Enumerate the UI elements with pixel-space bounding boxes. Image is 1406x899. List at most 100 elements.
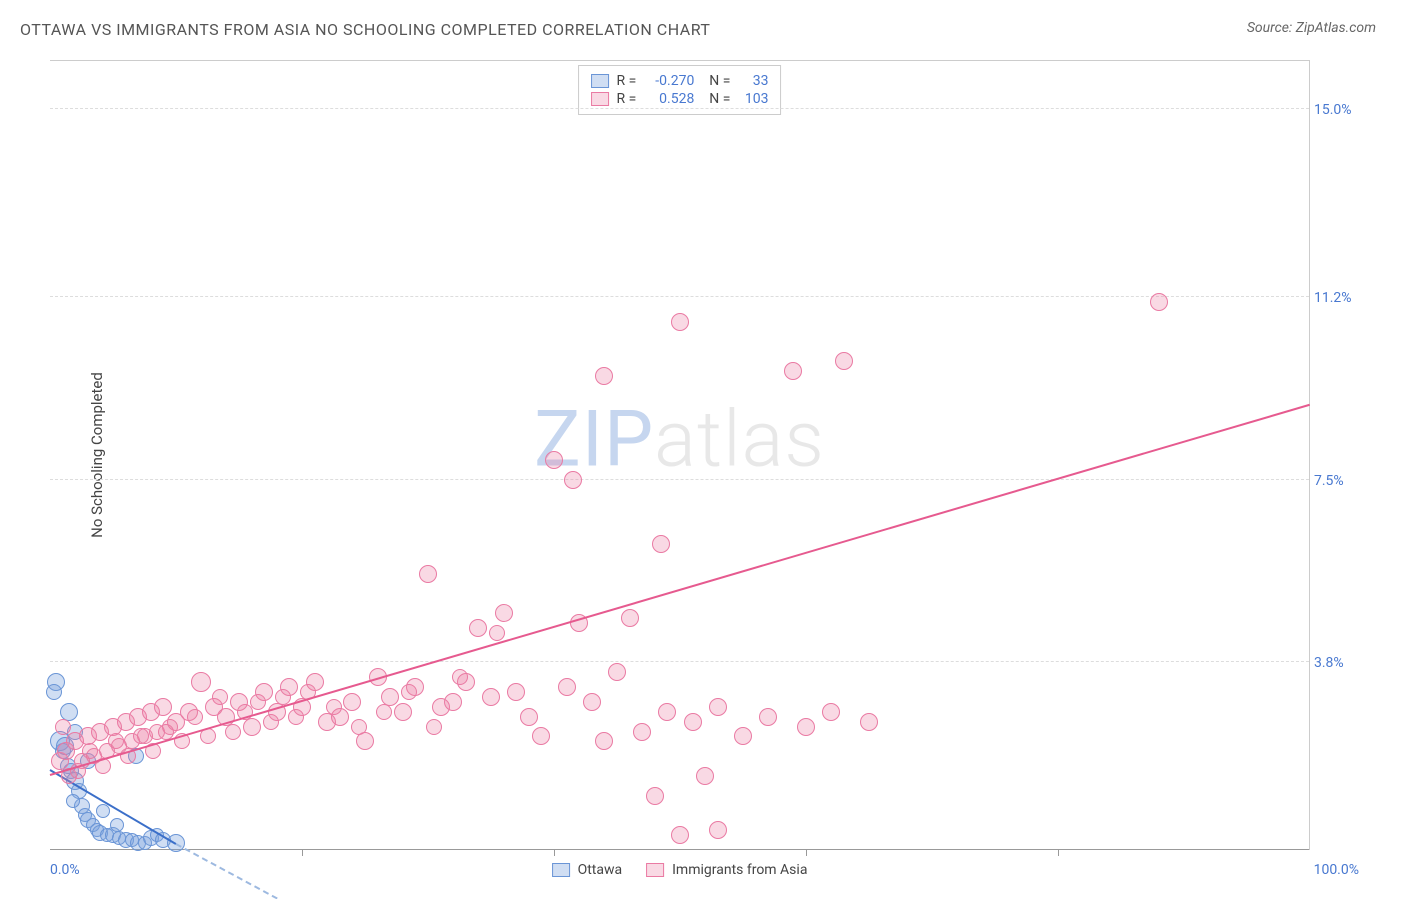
scatter-point xyxy=(759,708,777,726)
scatter-point xyxy=(401,684,417,700)
x-axis xyxy=(50,849,1309,850)
scatter-point xyxy=(343,693,361,711)
plot-area: ZIPatlas 0.0% 100.0% R =-0.270 N =33R =0… xyxy=(50,60,1310,850)
grid-line xyxy=(50,296,1309,297)
scatter-point xyxy=(495,604,513,622)
scatter-point xyxy=(212,689,228,705)
scatter-point xyxy=(225,724,241,740)
scatter-point xyxy=(671,826,689,844)
scatter-point xyxy=(734,727,752,745)
x-tick xyxy=(302,850,303,856)
scatter-point xyxy=(288,709,304,725)
scatter-point xyxy=(394,703,412,721)
scatter-point xyxy=(469,619,487,637)
scatter-point xyxy=(154,698,172,716)
chart-container: No Schooling Completed ZIPatlas 0.0% 100… xyxy=(50,60,1370,850)
scatter-point xyxy=(243,718,261,736)
legend-label: Ottawa xyxy=(578,862,623,878)
trend-line xyxy=(50,404,1311,776)
scatter-point xyxy=(646,787,664,805)
scatter-point xyxy=(696,767,714,785)
legend-item: Immigrants from Asia xyxy=(646,862,807,878)
scatter-point xyxy=(684,713,702,731)
scatter-point xyxy=(520,708,538,726)
scatter-point xyxy=(784,362,802,380)
bottom-legend: Ottawa Immigrants from Asia xyxy=(552,862,808,878)
legend-swatch xyxy=(552,863,570,877)
scatter-point xyxy=(419,565,437,583)
scatter-point xyxy=(822,703,840,721)
scatter-point xyxy=(191,672,211,692)
stats-row: R = -0.270 N = 33 xyxy=(591,72,769,90)
scatter-point xyxy=(658,703,676,721)
scatter-point xyxy=(351,719,367,735)
grid-line xyxy=(50,661,1309,662)
scatter-point xyxy=(452,669,468,685)
scatter-point xyxy=(263,714,279,730)
scatter-point xyxy=(46,684,62,700)
scatter-point xyxy=(595,367,613,385)
scatter-point xyxy=(835,352,853,370)
stat-n-value: 33 xyxy=(738,73,768,89)
legend-swatch xyxy=(646,863,664,877)
scatter-point xyxy=(652,535,670,553)
scatter-point xyxy=(66,794,80,808)
scatter-point xyxy=(595,732,613,750)
scatter-point xyxy=(671,313,689,331)
stat-r-value: 0.528 xyxy=(644,91,694,107)
x-max-label: 100.0% xyxy=(1314,862,1359,878)
y-tick-label: 3.8% xyxy=(1314,655,1364,671)
scatter-point xyxy=(545,451,563,469)
x-min-label: 0.0% xyxy=(50,862,80,878)
stat-n-label: N = xyxy=(702,91,730,107)
legend-label: Immigrants from Asia xyxy=(672,862,807,878)
scatter-point xyxy=(621,609,639,627)
y-tick-label: 15.0% xyxy=(1314,102,1364,118)
scatter-point xyxy=(82,743,98,759)
scatter-point xyxy=(633,723,651,741)
stat-r-label: R = xyxy=(617,91,637,107)
x-tick xyxy=(554,850,555,856)
scatter-point xyxy=(133,728,149,744)
series-swatch xyxy=(591,74,609,88)
scatter-point xyxy=(108,733,124,749)
scatter-point xyxy=(426,719,442,735)
scatter-point xyxy=(482,688,500,706)
scatter-point xyxy=(564,471,582,489)
scatter-point xyxy=(444,693,462,711)
watermark-zip: ZIP xyxy=(534,394,654,485)
series-swatch xyxy=(591,92,609,106)
grid-line xyxy=(50,479,1309,480)
stat-r-label: R = xyxy=(617,73,637,89)
scatter-point xyxy=(558,678,576,696)
scatter-point xyxy=(797,718,815,736)
stat-n-value: 103 xyxy=(738,91,768,107)
source-attribution: Source: ZipAtlas.com xyxy=(1247,20,1376,36)
x-tick xyxy=(806,850,807,856)
trend-line-extrapolation xyxy=(176,843,278,899)
scatter-point xyxy=(110,818,124,832)
scatter-point xyxy=(583,693,601,711)
scatter-point xyxy=(709,821,727,839)
scatter-point xyxy=(326,699,342,715)
scatter-point xyxy=(250,694,266,710)
x-tick xyxy=(1058,850,1059,856)
scatter-point xyxy=(860,713,878,731)
y-tick-label: 11.2% xyxy=(1314,290,1364,306)
legend-item: Ottawa xyxy=(552,862,623,878)
scatter-point xyxy=(507,683,525,701)
chart-title: OTTAWA VS IMMIGRANTS FROM ASIA NO SCHOOL… xyxy=(20,20,710,39)
grid-line xyxy=(50,108,1309,109)
y-tick-label: 7.5% xyxy=(1314,473,1364,489)
scatter-point xyxy=(187,709,203,725)
stat-n-label: N = xyxy=(702,73,730,89)
scatter-point xyxy=(489,625,505,641)
scatter-point xyxy=(376,704,392,720)
scatter-point xyxy=(532,727,550,745)
stats-row: R = 0.528 N = 103 xyxy=(591,90,769,108)
scatter-point xyxy=(356,732,374,750)
scatter-point xyxy=(55,719,71,735)
stat-r-value: -0.270 xyxy=(644,73,694,89)
scatter-point xyxy=(709,698,727,716)
scatter-point xyxy=(608,663,626,681)
